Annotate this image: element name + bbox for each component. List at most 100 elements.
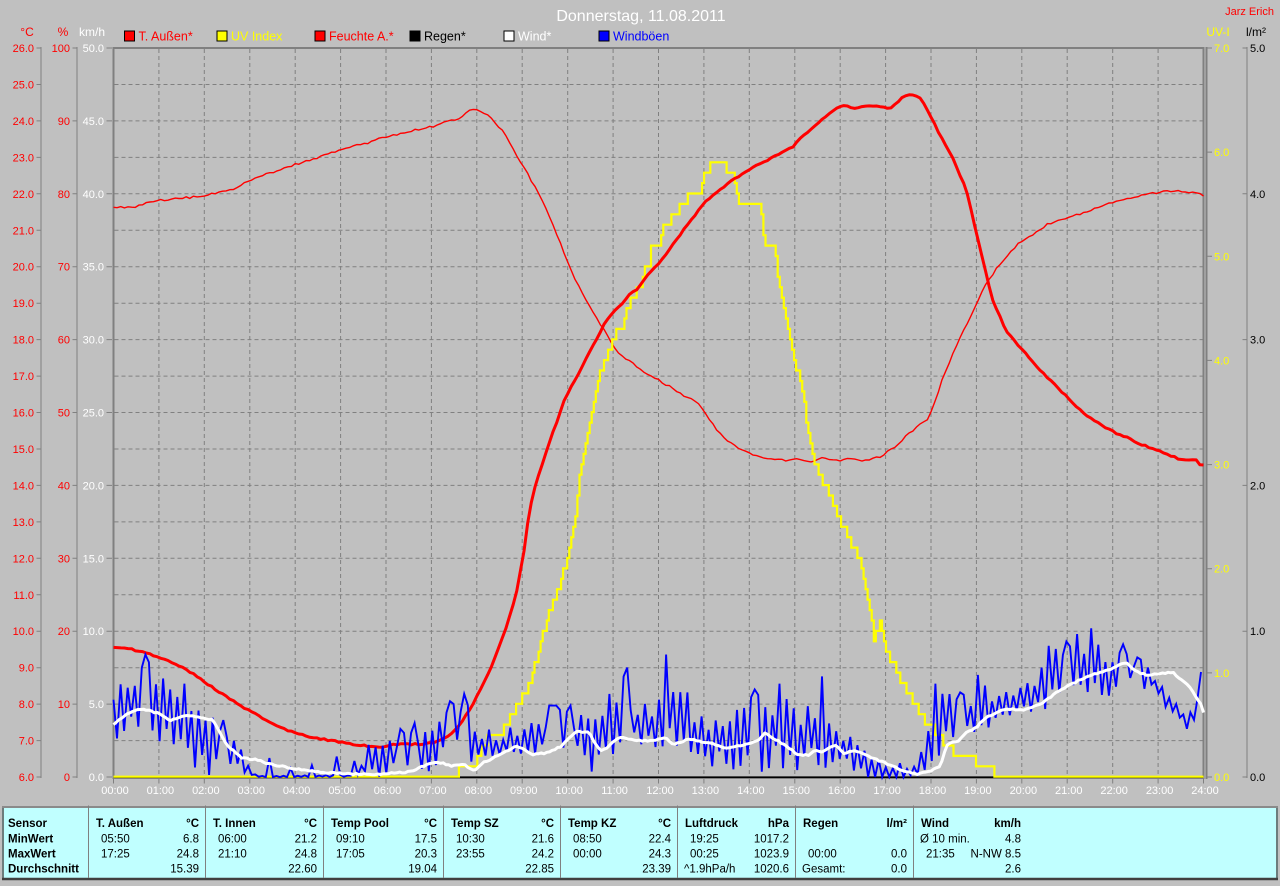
svg-text:5.0: 5.0 xyxy=(89,699,104,711)
svg-text:T. Außen*: T. Außen* xyxy=(139,30,193,44)
svg-text:24.8: 24.8 xyxy=(295,849,317,861)
svg-text:15.0: 15.0 xyxy=(13,444,34,456)
svg-text:11.0: 11.0 xyxy=(13,590,34,602)
svg-text:14:00: 14:00 xyxy=(737,785,765,797)
svg-text:Temp SZ: Temp SZ xyxy=(451,818,499,830)
svg-text:08:00: 08:00 xyxy=(465,785,493,797)
svg-text:17:25: 17:25 xyxy=(101,849,130,861)
svg-text:25.0: 25.0 xyxy=(13,79,34,91)
svg-text:7.0: 7.0 xyxy=(1214,43,1229,55)
svg-text:12.0: 12.0 xyxy=(13,553,34,565)
svg-text:40.0: 40.0 xyxy=(83,189,104,201)
svg-text:15.0: 15.0 xyxy=(83,553,104,565)
svg-text:19:25: 19:25 xyxy=(690,834,719,846)
svg-text:30.0: 30.0 xyxy=(83,335,104,347)
svg-text:90: 90 xyxy=(58,116,70,128)
svg-text:km/h: km/h xyxy=(79,25,105,39)
svg-text:19.04: 19.04 xyxy=(408,864,437,876)
svg-text:06:00: 06:00 xyxy=(218,834,247,846)
svg-text:13:00: 13:00 xyxy=(692,785,720,797)
svg-text:1020.6: 1020.6 xyxy=(754,864,789,876)
svg-text:2.0: 2.0 xyxy=(1214,564,1229,576)
svg-text:00:00: 00:00 xyxy=(573,849,602,861)
svg-text:N-NW 8.5: N-NW 8.5 xyxy=(971,849,1021,861)
svg-text:35.0: 35.0 xyxy=(83,262,104,274)
svg-text:05:00: 05:00 xyxy=(328,785,356,797)
svg-text:22.4: 22.4 xyxy=(649,834,672,846)
svg-text:25.0: 25.0 xyxy=(83,408,104,420)
svg-text:3.0: 3.0 xyxy=(1214,460,1229,472)
svg-text:05:50: 05:50 xyxy=(101,834,130,846)
svg-text:km/h: km/h xyxy=(994,818,1021,830)
svg-text:Donnerstag, 11.08.2011: Donnerstag, 11.08.2011 xyxy=(556,8,725,25)
svg-text:04:00: 04:00 xyxy=(283,785,311,797)
svg-text:0.0: 0.0 xyxy=(89,772,104,784)
svg-text:7.0: 7.0 xyxy=(19,736,34,748)
svg-text:08:50: 08:50 xyxy=(573,834,602,846)
svg-text:24.0: 24.0 xyxy=(13,116,34,128)
svg-text:60: 60 xyxy=(58,335,70,347)
svg-text:12:00: 12:00 xyxy=(646,785,674,797)
svg-text:1.0: 1.0 xyxy=(1214,668,1229,680)
svg-text:Wind*: Wind* xyxy=(518,30,551,44)
svg-text:°C: °C xyxy=(20,25,34,39)
svg-text:Feuchte A.*: Feuchte A.* xyxy=(329,30,394,44)
svg-text:°C: °C xyxy=(424,818,437,830)
svg-text:°C: °C xyxy=(658,818,671,830)
svg-text:20.0: 20.0 xyxy=(83,480,104,492)
svg-text:10: 10 xyxy=(58,699,70,711)
svg-text:17:05: 17:05 xyxy=(336,849,365,861)
svg-text:8.0: 8.0 xyxy=(19,699,34,711)
svg-text:03:00: 03:00 xyxy=(237,785,265,797)
svg-text:MinWert: MinWert xyxy=(8,834,53,846)
svg-text:80: 80 xyxy=(58,189,70,201)
svg-text:17.0: 17.0 xyxy=(13,371,34,383)
svg-text:26.0: 26.0 xyxy=(13,43,34,55)
svg-text:UV Index: UV Index xyxy=(231,30,283,44)
svg-text:24.2: 24.2 xyxy=(532,849,554,861)
svg-text:70: 70 xyxy=(58,262,70,274)
svg-text:19:00: 19:00 xyxy=(964,785,992,797)
svg-text:45.0: 45.0 xyxy=(83,116,104,128)
svg-text:hPa: hPa xyxy=(768,818,790,830)
svg-text:100: 100 xyxy=(52,43,70,55)
svg-text:20.0: 20.0 xyxy=(13,262,34,274)
svg-text:10:30: 10:30 xyxy=(456,834,485,846)
svg-text:06:00: 06:00 xyxy=(374,785,402,797)
svg-text:0.0: 0.0 xyxy=(1250,772,1265,784)
svg-text:30: 30 xyxy=(58,553,70,565)
svg-text:23.39: 23.39 xyxy=(642,864,671,876)
svg-text:17.5: 17.5 xyxy=(415,834,437,846)
svg-text:21:10: 21:10 xyxy=(218,849,247,861)
svg-text:23:55: 23:55 xyxy=(456,849,485,861)
svg-text:4.8: 4.8 xyxy=(1005,834,1021,846)
svg-text:22:00: 22:00 xyxy=(1100,785,1128,797)
svg-text:00:25: 00:25 xyxy=(690,849,719,861)
svg-text:°C: °C xyxy=(304,818,317,830)
svg-text:Temp KZ: Temp KZ xyxy=(568,818,616,830)
svg-text:21.6: 21.6 xyxy=(532,834,554,846)
svg-text:10:00: 10:00 xyxy=(555,785,583,797)
svg-text:T. Außen: T. Außen xyxy=(96,818,144,830)
svg-text:17:00: 17:00 xyxy=(873,785,901,797)
svg-text:40: 40 xyxy=(58,480,70,492)
svg-text:16.0: 16.0 xyxy=(13,408,34,420)
svg-text:24.8: 24.8 xyxy=(177,849,199,861)
svg-text:Windböen: Windböen xyxy=(613,30,669,44)
svg-text:Regen: Regen xyxy=(803,818,838,830)
svg-text:01:00: 01:00 xyxy=(147,785,175,797)
svg-text:5.0: 5.0 xyxy=(1214,251,1229,263)
svg-text:°C: °C xyxy=(541,818,554,830)
svg-text:°C: °C xyxy=(186,818,199,830)
svg-text:22.85: 22.85 xyxy=(525,864,554,876)
svg-text:l/m²: l/m² xyxy=(1246,25,1266,39)
svg-text:%: % xyxy=(58,25,69,39)
svg-text:10.0: 10.0 xyxy=(83,626,104,638)
svg-text:Sensor: Sensor xyxy=(8,818,48,830)
svg-text:21.2: 21.2 xyxy=(295,834,317,846)
svg-text:UV-I: UV-I xyxy=(1206,25,1229,39)
svg-text:21.0: 21.0 xyxy=(13,225,34,237)
svg-text:MaxWert: MaxWert xyxy=(8,849,56,861)
svg-text:19.0: 19.0 xyxy=(13,298,34,310)
svg-text:20:00: 20:00 xyxy=(1010,785,1038,797)
